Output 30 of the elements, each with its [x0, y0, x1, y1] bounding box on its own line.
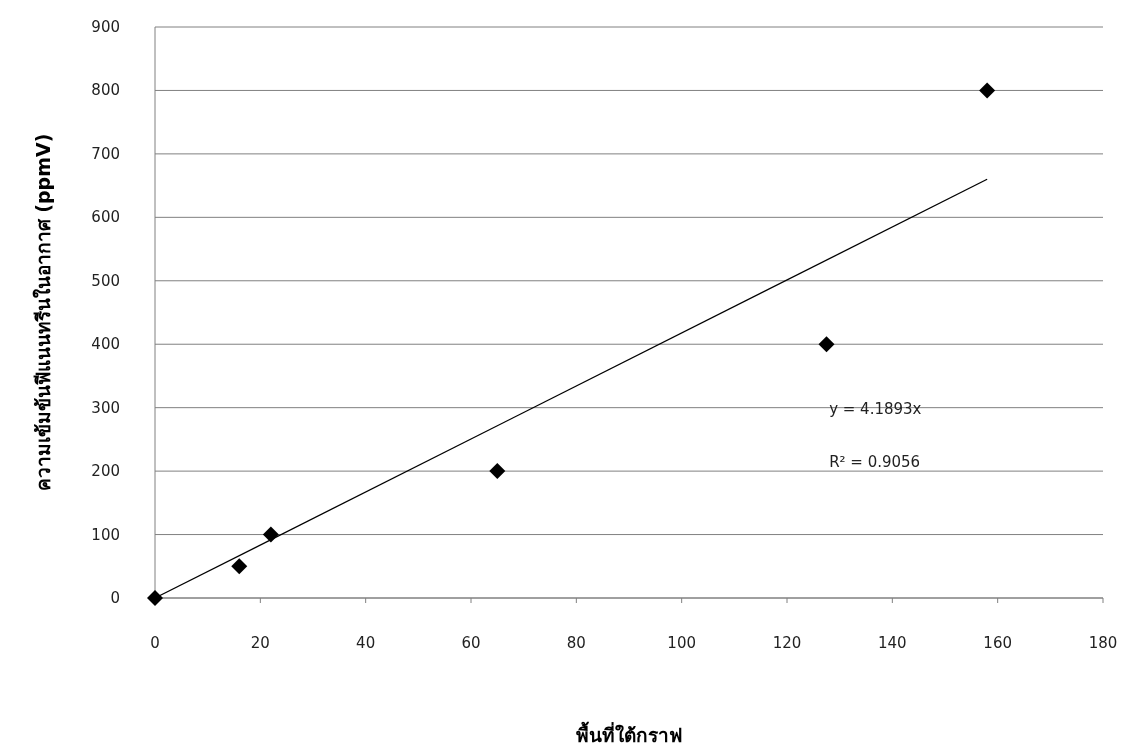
y-tick-label: 300 — [91, 398, 120, 417]
x-tick-label: 140 — [878, 634, 907, 652]
y-tick-label: 900 — [91, 18, 120, 36]
x-tick-label: 80 — [566, 634, 586, 652]
point — [262, 526, 279, 543]
y-tick-label: 400 — [91, 335, 120, 354]
y-tick-label: 800 — [91, 81, 120, 100]
x-tick-label: 160 — [983, 634, 1012, 652]
y-tick-label: 0 — [110, 589, 120, 607]
annotation: y = 4.1893x — [829, 400, 922, 419]
point — [147, 590, 163, 606]
y-tick-label: 500 — [91, 271, 120, 290]
y-tick-label: 200 — [91, 462, 120, 481]
point — [489, 463, 506, 480]
x-tick-label: 20 — [250, 634, 270, 652]
point — [979, 82, 996, 99]
x-tick-label: 40 — [356, 634, 376, 652]
x-tick-label: 120 — [772, 634, 802, 652]
point — [231, 558, 248, 575]
x-tick-label: 0 — [150, 634, 160, 652]
x-tick-label: 180 — [1088, 634, 1118, 652]
point — [818, 336, 835, 353]
x-axis-title: พื้นที่ใต้กราฟ — [576, 721, 682, 746]
y-axis-title: ความเข้มข้นฟีแนนทรีนในอากาศ (ppmV) — [32, 133, 54, 492]
y-tick-label: 600 — [91, 208, 120, 227]
y-tick-label: 100 — [91, 525, 120, 544]
y-tick-label: 700 — [91, 144, 120, 163]
annotation: R² = 0.9056 — [829, 453, 921, 472]
x-tick-label: 60 — [461, 634, 481, 652]
x-tick-label: 100 — [667, 634, 696, 652]
